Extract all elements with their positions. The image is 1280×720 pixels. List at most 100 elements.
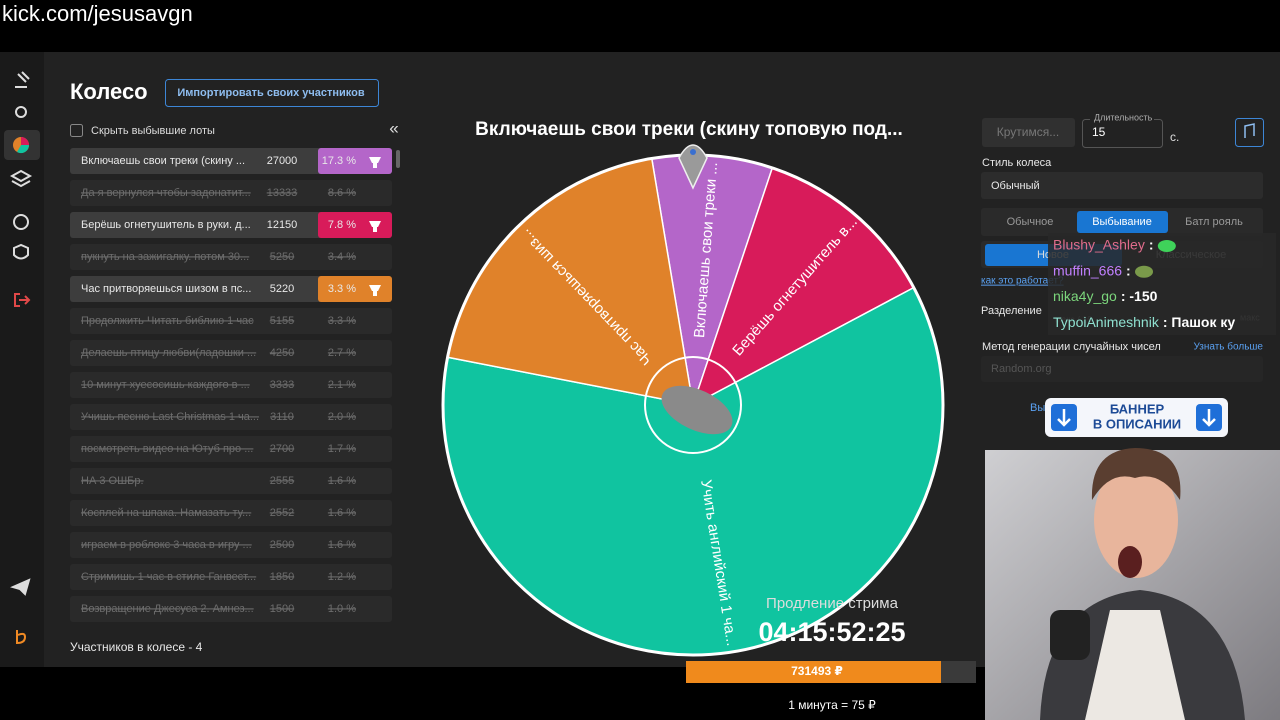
chat-text: : -150 — [1121, 288, 1158, 304]
hub-image — [661, 385, 733, 435]
lot-percent: 3.4 % — [328, 251, 356, 263]
lot-percent: 2.0 % — [328, 411, 356, 423]
stream-label: Продление стрима — [766, 595, 899, 612]
wheel-title: Включаешь свои треки (скину топовую под.… — [475, 119, 903, 140]
url: kick.com/jesusavgn — [2, 1, 193, 26]
shield-icon[interactable] — [13, 243, 29, 260]
lot-percent: 3.3 % — [328, 283, 356, 295]
help-icon[interactable] — [13, 214, 29, 230]
lot-amount: 12150 — [267, 219, 298, 231]
settings-icon[interactable] — [15, 106, 27, 118]
participants-count: Участников в колесе - 4 — [70, 640, 203, 654]
lot-row[interactable] — [70, 276, 392, 302]
chat-text: : Пашок ку — [1163, 314, 1236, 330]
lot-name: Учишь песню Last Christmas 1 ча... — [81, 411, 259, 423]
collapse-button[interactable]: « — [389, 118, 398, 137]
page-title: Колесо — [70, 79, 148, 104]
lot-amount: 4250 — [270, 347, 294, 359]
banner-arrows — [1057, 409, 1216, 427]
chat-user: Blushy_Ashley — [1053, 237, 1145, 253]
scrollbar — [396, 150, 400, 168]
lot-row[interactable] — [70, 308, 392, 334]
gavel-icon[interactable] — [15, 71, 30, 88]
pie-icon[interactable] — [13, 137, 30, 154]
banner-line: БАННЕР — [1110, 401, 1165, 416]
lot-row[interactable] — [70, 404, 392, 430]
lot-icon — [369, 221, 381, 232]
lot-name: Стримишь 1 час в стиле Ганвест... — [81, 571, 256, 583]
lot-name: Делаешь птицу любви(ладошки ... — [81, 347, 256, 359]
lot-icon — [369, 285, 381, 296]
lot-name: играем в роблокс 3 часа в игру ... — [81, 539, 252, 551]
lot-name: Возвращение Джесуса 2. Амнез... — [81, 603, 254, 615]
rng-value: Random.org — [991, 363, 1052, 375]
sidebar-icons — [9, 71, 33, 645]
lot-percent: 1.7 % — [328, 443, 356, 455]
duration-unit: с. — [1170, 130, 1179, 144]
lot-percent: 1.6 % — [328, 475, 356, 487]
lot-percent: 3.3 % — [328, 315, 356, 327]
lot-amount: 2555 — [270, 475, 294, 487]
lot-row[interactable] — [70, 244, 392, 270]
lot-row[interactable] — [70, 500, 392, 526]
lot-name: пукнуть на зажигалку. потом 30... — [81, 251, 249, 263]
mode-tab[interactable]: Батл рояль — [1185, 216, 1243, 228]
lot-row[interactable] — [70, 596, 392, 622]
spin-button-label[interactable]: Крутимся... — [997, 125, 1059, 139]
lot-percent: 1.6 % — [328, 539, 356, 551]
wheel[interactable]: Включаешь свои треки ... Берёшь огнетушит… — [441, 144, 945, 657]
lot-amount: 2500 — [270, 539, 294, 551]
rng-select[interactable] — [981, 356, 1263, 382]
lot-percent: 1.2 % — [328, 571, 356, 583]
stream-rate: 1 минута = 75 ₽ — [788, 698, 876, 712]
lot-row[interactable] — [70, 468, 392, 494]
how-link[interactable]: как это работает? — [981, 275, 1064, 287]
lot-row[interactable] — [70, 436, 392, 462]
chat-user: nika4y_go — [1053, 288, 1117, 304]
lot-row[interactable] — [70, 180, 392, 206]
telegram-icon[interactable] — [10, 578, 31, 596]
lot-percent: 1.0 % — [328, 603, 356, 615]
lot-name: посмотреть видео на Ютуб про ... — [81, 443, 253, 455]
partial-link[interactable]: Вы — [1030, 402, 1045, 414]
lot-name: Да я вернулся чтобы задонатит... — [81, 187, 251, 199]
import-button-label[interactable]: Импортировать своих участников — [177, 87, 365, 99]
lot-amount: 1500 — [270, 603, 294, 615]
lot-row[interactable] — [70, 532, 392, 558]
lot-amount: 2700 — [270, 443, 294, 455]
lot-row[interactable] — [70, 564, 392, 590]
spin-button[interactable] — [982, 118, 1075, 147]
style-select[interactable] — [981, 172, 1263, 199]
lot-row[interactable] — [70, 212, 392, 238]
banner-line: В ОПИСАНИИ — [1093, 416, 1181, 431]
style-value: Обычный — [991, 180, 1040, 192]
duration-value: 15 — [1092, 125, 1106, 139]
lot-row[interactable] — [70, 340, 392, 366]
lot-name: Косплей на шпака. Намазать ту... — [81, 507, 251, 519]
lot-icon — [369, 157, 381, 168]
progress-fill — [686, 661, 941, 683]
chat-emote — [1157, 240, 1176, 252]
webcam-person — [1040, 448, 1245, 720]
lot-percent: 17.3 % — [322, 155, 356, 167]
lot-row[interactable] — [70, 372, 392, 398]
lot-amount: 5250 — [270, 251, 294, 263]
lot-list: Включаешь свои треки (скину ... 27000 17.3… — [70, 148, 392, 622]
boosty-icon[interactable] — [16, 630, 27, 645]
import-button[interactable] — [165, 79, 379, 107]
rng-link[interactable]: Узнать больше — [1193, 341, 1263, 353]
chat-text: : — [1126, 262, 1131, 278]
music-button[interactable] — [1235, 118, 1264, 147]
lot-name: Продолжить Читать библию 1 час — [81, 315, 254, 327]
lot-row[interactable] — [70, 148, 392, 174]
chat-emote — [1135, 265, 1154, 278]
layers-icon[interactable] — [9, 169, 33, 188]
mode-tab[interactable]: Выбывание — [1092, 216, 1152, 228]
hide-checkbox[interactable] — [70, 124, 83, 137]
mode-tab[interactable]: Обычное — [1007, 216, 1054, 228]
mode-selected[interactable] — [1077, 211, 1168, 233]
logout-icon[interactable] — [14, 293, 31, 307]
lot-percent: 2.7 % — [328, 347, 356, 359]
